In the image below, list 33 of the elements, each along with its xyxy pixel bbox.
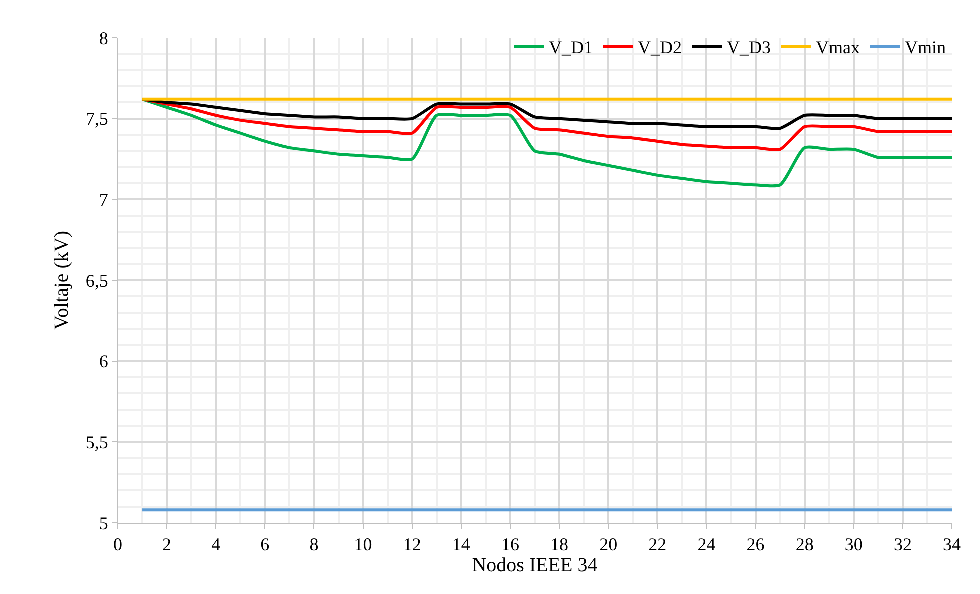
x-tick-label: 2	[162, 534, 172, 555]
x-tick-label: 16	[501, 534, 520, 555]
y-tick-label: 7	[99, 190, 108, 210]
y-tick-label: 6,5	[86, 270, 108, 291]
x-tick-label: 6	[260, 534, 270, 555]
x-tick-label: 28	[796, 534, 814, 555]
x-tick-label: 12	[403, 534, 422, 555]
x-tick-label: 26	[746, 534, 765, 555]
y-axis-title: Voltaje (kV)	[51, 230, 73, 330]
x-tick-label: 4	[212, 534, 221, 555]
x-tick-label: 30	[844, 534, 863, 555]
line-series	[141, 98, 952, 188]
legend-label: V_D3	[727, 38, 771, 58]
x-tick-label: 22	[648, 534, 667, 555]
y-tick-label: 7,5	[86, 109, 108, 130]
x-tick-label: 10	[354, 534, 372, 555]
x-tick-label: 8	[310, 534, 319, 555]
y-tick-label: 6	[99, 352, 108, 372]
x-tick-label: 24	[698, 534, 716, 555]
y-tick-label: 5	[99, 513, 108, 534]
x-tick-label: 32	[894, 534, 912, 555]
x-axis-title: Nodos IEEE 34	[472, 554, 598, 577]
legend-label: Vmax	[816, 38, 860, 58]
x-tick-label: 20	[600, 534, 618, 555]
y-tick-label: 8	[99, 28, 108, 48]
x-tick-label: 0	[114, 534, 122, 555]
x-tick-label: 18	[550, 534, 569, 555]
legend-label: V_D2	[638, 38, 682, 58]
legend-label: Vmin	[905, 38, 946, 58]
legend-label: V_D1	[549, 38, 593, 58]
x-tick-label: 14	[452, 534, 470, 555]
y-tick-label: 5,5	[86, 432, 108, 452]
x-tick-label: 34	[943, 534, 961, 555]
